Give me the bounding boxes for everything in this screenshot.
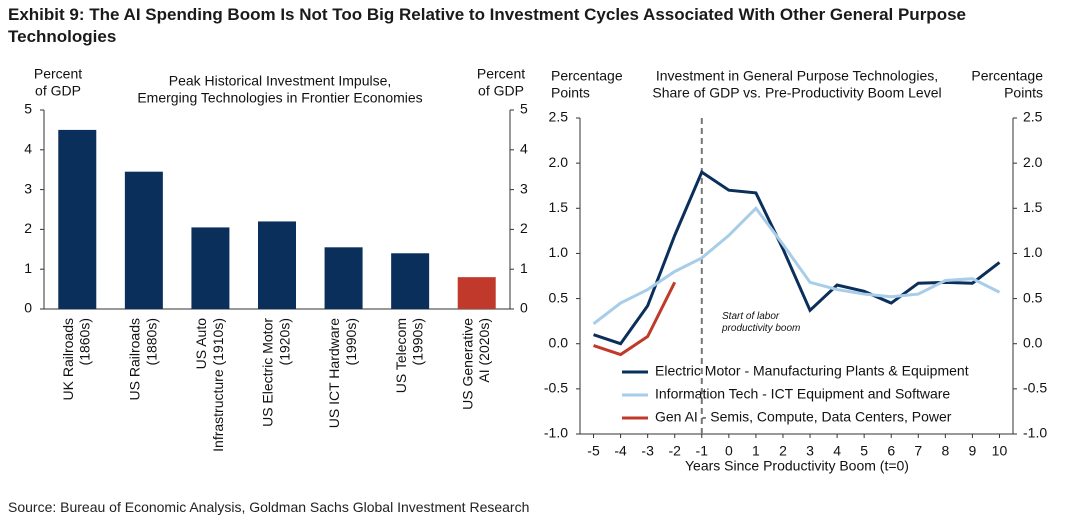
- y2-tick-label: 0.5: [1023, 289, 1043, 305]
- x-tick-label: US GenerativeAI (2020s): [459, 318, 492, 410]
- x-tick-label: -5: [587, 443, 600, 459]
- x-tick-label: -1: [696, 443, 709, 459]
- y2-tick-label: 2: [520, 220, 528, 236]
- x-tick-label: 2: [779, 443, 787, 459]
- y-tick-label: 1: [24, 260, 32, 276]
- x-tick-label: US ICT Hardware(1990s): [326, 318, 359, 428]
- x-tick-label: US AutoInfrastructure (1910s): [193, 318, 226, 452]
- data-line: [593, 281, 677, 357]
- y-tick-label: 5: [24, 101, 32, 117]
- y2-tick-label: -0.5: [1023, 380, 1047, 396]
- x-tick-label: US Railroads(1880s): [126, 318, 159, 400]
- x-tick-label: -3: [641, 443, 654, 459]
- y2-tick-label: 1: [520, 260, 528, 276]
- x-tick-label: 10: [992, 443, 1008, 459]
- y-tick-label: 0.0: [549, 334, 569, 350]
- y-tick-label: 1.0: [549, 244, 569, 260]
- chart-title: Investment in General Purpose Technologi…: [652, 67, 941, 100]
- y2-tick-label: 2.5: [1023, 109, 1043, 125]
- legend-label: Information Tech - ICT Equipment and Sof…: [655, 386, 950, 402]
- y-axis-label: Percentage Points: [551, 67, 623, 100]
- data-line: [593, 169, 1001, 346]
- y2-axis-label: Percent of GDP: [477, 65, 525, 98]
- bar: [391, 253, 430, 309]
- x-tick-label: 9: [969, 443, 977, 459]
- x-tick-label: -4: [614, 443, 627, 459]
- x-tick-label: 6: [887, 443, 895, 459]
- y-tick-label: 2.0: [549, 154, 569, 170]
- y2-tick-label: 2.0: [1023, 154, 1043, 170]
- y-tick-label: 1.5: [549, 199, 569, 215]
- x-tick-label: US Telecom(1990s): [392, 318, 425, 393]
- y2-tick-label: 1.0: [1023, 244, 1043, 260]
- y-tick-label: 2: [24, 220, 32, 236]
- y2-tick-label: 5: [520, 101, 528, 117]
- y-tick-label: 0.5: [549, 289, 569, 305]
- y2-tick-label: 3: [520, 180, 528, 196]
- y-tick-label: -1.0: [544, 425, 568, 441]
- x-tick-label: 7: [914, 443, 922, 459]
- y-tick-label: 4: [24, 141, 32, 157]
- chart-title: Peak Historical Investment Impulse, Emerg…: [137, 72, 422, 105]
- x-tick-label: US Electric Motor(1920s): [259, 318, 292, 427]
- x-tick-label: 3: [806, 443, 814, 459]
- x-tick-label: 5: [860, 443, 868, 459]
- source-note: Source: Bureau of Economic Analysis, Gol…: [8, 499, 530, 515]
- x-tick-label: 1: [752, 443, 760, 459]
- x-tick-label: -2: [668, 443, 681, 459]
- x-tick-label: UK Railroads(1860s): [60, 318, 93, 400]
- legend-label: Electric Motor - Manufacturing Plants & …: [655, 363, 969, 379]
- bar: [58, 129, 97, 309]
- x-tick-label: 8: [941, 443, 949, 459]
- x-axis-label: Years Since Productivity Boom (t=0): [685, 458, 909, 474]
- x-tick-label: 0: [725, 443, 733, 459]
- y-tick-label: -0.5: [544, 380, 568, 396]
- y2-tick-label: 0.0: [1023, 334, 1043, 350]
- y-tick-label: 3: [24, 180, 32, 196]
- data-line: [592, 206, 1001, 326]
- bar: [124, 171, 163, 309]
- page-title: Exhibit 9: The AI Spending Boom Is Not T…: [8, 5, 966, 46]
- bar: [191, 227, 230, 309]
- y-tick-label: 0: [24, 300, 32, 316]
- y2-axis-label: Percentage Points: [971, 67, 1043, 100]
- bar: [258, 221, 296, 309]
- y-axis-label: Percent of GDP: [34, 65, 82, 98]
- bar: [457, 277, 496, 309]
- y2-tick-label: -1.0: [1023, 425, 1047, 441]
- y-tick-label: 2.5: [549, 109, 569, 125]
- bar: [324, 247, 363, 309]
- y2-tick-label: 0: [520, 300, 528, 316]
- y2-tick-label: 4: [520, 141, 528, 157]
- annotation: Start of labor productivity boom: [721, 311, 800, 334]
- x-tick-label: 4: [833, 443, 841, 459]
- y2-tick-label: 1.5: [1023, 199, 1043, 215]
- legend-label: Gen AI - Semis, Compute, Data Centers, P…: [655, 409, 952, 425]
